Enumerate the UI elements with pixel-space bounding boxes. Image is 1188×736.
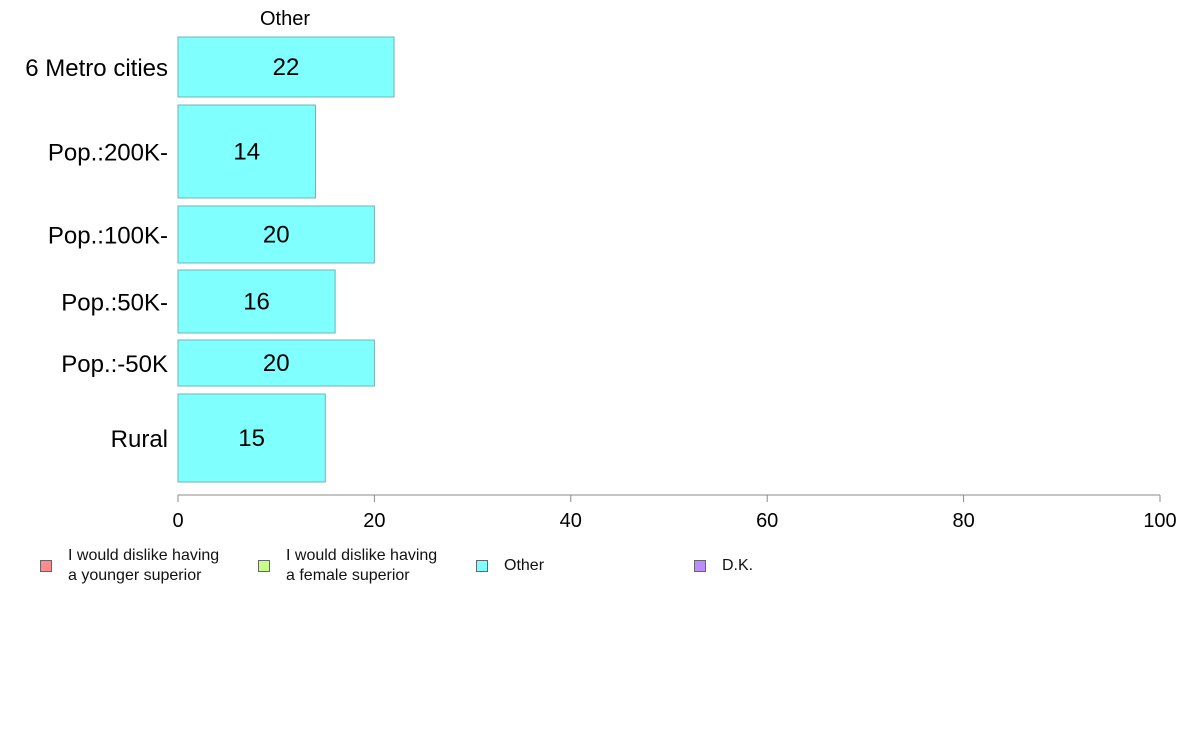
legend-item-younger-superior: I would dislike having a younger superio… <box>40 546 219 586</box>
legend-swatch <box>694 560 706 572</box>
legend: I would dislike having a younger superio… <box>0 546 1188 596</box>
category-label: Pop.:50K- <box>61 290 168 317</box>
bar <box>177 104 316 199</box>
legend-label: I would dislike having a younger superio… <box>68 547 220 584</box>
bar-value-label: 16 <box>243 289 270 316</box>
bar <box>177 269 336 334</box>
bar <box>177 36 395 98</box>
bars-group: 22 6 Metro cities 14 Pop.:200K- 20 Pop.:100K-… <box>25 36 395 483</box>
bar-value-label: 15 <box>238 425 265 452</box>
chart-title: Other <box>260 8 310 30</box>
x-tick-label: 80 <box>952 510 974 532</box>
legend-label: D.K. <box>722 557 754 574</box>
legend-item-other: Other <box>476 556 544 576</box>
legend-label: I would dislike having a female superior <box>286 547 438 584</box>
category-label: Rural <box>111 426 168 453</box>
bar-value-label: 14 <box>233 139 260 166</box>
bar-value-label: 20 <box>263 222 290 249</box>
legend-swatch <box>258 560 270 572</box>
x-tick-label: 100 <box>1143 510 1176 532</box>
legend-item-dk: D.K. <box>694 556 753 576</box>
legend-swatch <box>40 560 52 572</box>
category-label: Pop.:-50K <box>61 351 168 378</box>
bar <box>177 205 375 264</box>
x-axis: 0 20 40 60 80 100 <box>172 494 1177 532</box>
category-label: Pop.:100K- <box>48 223 168 250</box>
bar <box>177 393 326 483</box>
legend-label: Other <box>504 557 545 574</box>
x-tick-label: 60 <box>756 510 778 532</box>
category-label: Pop.:200K- <box>48 140 168 167</box>
x-tick-label: 0 <box>172 510 183 532</box>
legend-swatch <box>476 560 488 572</box>
x-tick-label: 20 <box>363 510 385 532</box>
bar-chart: Other 22 6 Metro cities 14 Pop.:200K- 20 Pop.… <box>25 8 1177 532</box>
bar-value-label: 22 <box>273 54 300 81</box>
bar <box>177 339 375 387</box>
legend-item-female-superior: I would dislike having a female superior <box>258 546 437 586</box>
x-tick-label: 40 <box>560 510 582 532</box>
category-label: 6 Metro cities <box>25 55 168 82</box>
bar-value-label: 20 <box>263 350 290 377</box>
